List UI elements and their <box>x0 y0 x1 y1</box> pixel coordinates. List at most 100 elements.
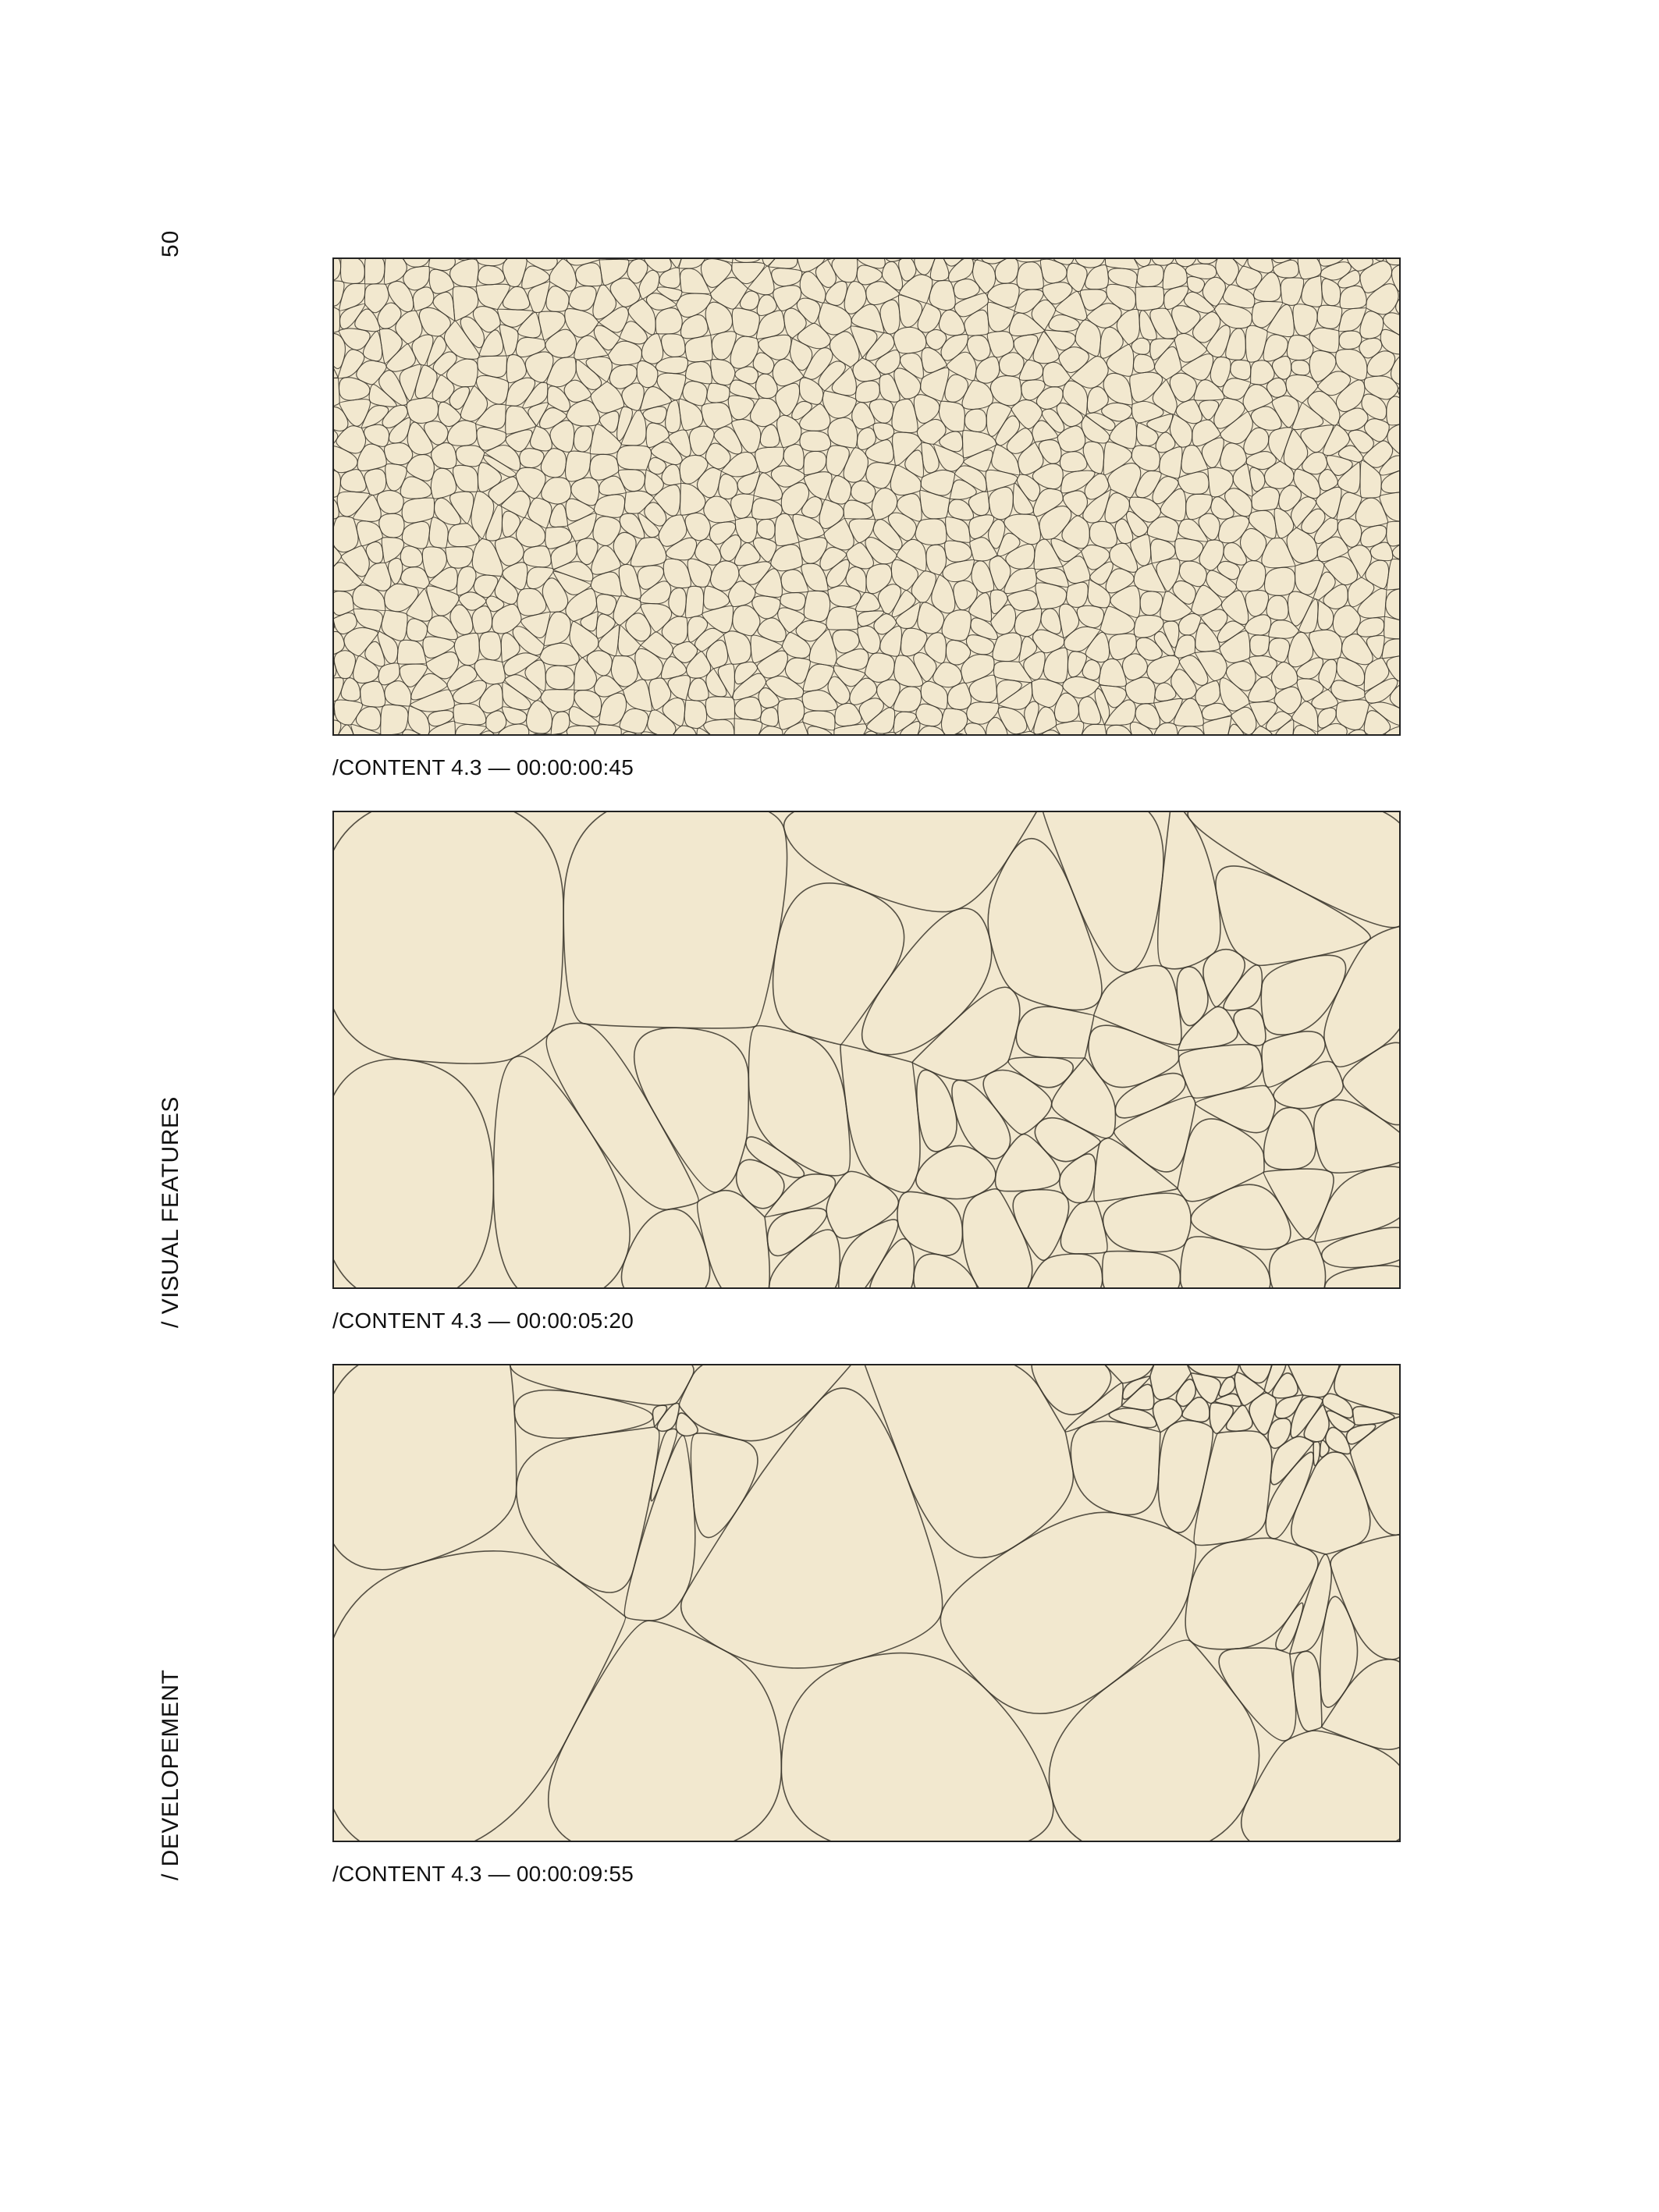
cell-border <box>355 706 382 731</box>
cell-border <box>1185 1537 1319 1650</box>
cell-pattern-medium <box>334 812 1399 1287</box>
cell-border <box>964 723 986 734</box>
cell-border <box>861 907 993 1056</box>
cell-border <box>1146 655 1180 684</box>
cell-border <box>1382 312 1399 336</box>
cell-border <box>492 603 522 634</box>
cell-border <box>696 1189 771 1287</box>
cell-border <box>755 446 784 474</box>
cell-border <box>513 1389 654 1439</box>
cell-border <box>1218 1647 1297 1742</box>
cell-border <box>623 1434 696 1621</box>
cell-border <box>1326 1410 1355 1433</box>
cell-border <box>350 723 382 734</box>
cell-borders <box>334 259 1399 734</box>
figure-image-2 <box>332 811 1401 1289</box>
cell-border <box>334 429 339 444</box>
cell-border <box>334 719 342 734</box>
cell-border <box>1251 726 1273 734</box>
cell-border <box>365 541 384 564</box>
cell-border <box>563 812 788 1029</box>
cell-border <box>1381 638 1399 659</box>
cell-border <box>739 290 760 311</box>
cell-border <box>734 259 761 263</box>
cell-border <box>1335 699 1370 731</box>
cell-border <box>1348 729 1366 734</box>
cell-border <box>966 701 1000 725</box>
cell-border <box>1055 720 1085 734</box>
cell-border <box>334 706 336 717</box>
cell-pattern-sparse <box>334 1365 1399 1841</box>
cell-border <box>1064 1382 1124 1433</box>
cell-border <box>1275 719 1295 734</box>
cell-border <box>1153 722 1178 734</box>
cell-border <box>471 538 503 577</box>
cell-border <box>917 725 945 734</box>
cell-border <box>479 730 495 734</box>
cell-border <box>1389 684 1399 708</box>
cell-border <box>474 659 506 685</box>
cell-border <box>939 431 964 453</box>
cell-border <box>898 274 933 304</box>
cell-border <box>783 721 808 734</box>
cell-border <box>871 488 898 520</box>
page-number: 50 <box>158 229 183 257</box>
cell-border <box>1187 812 1399 928</box>
cell-border <box>1379 455 1399 476</box>
cell-border <box>637 565 665 590</box>
cell-border <box>1385 588 1399 620</box>
cell-border <box>1048 314 1080 332</box>
cell-border <box>1157 1419 1214 1533</box>
cell-border <box>1240 1730 1399 1841</box>
cell-border <box>982 1069 1053 1135</box>
cell-border <box>338 724 354 734</box>
cell-border <box>334 622 336 630</box>
cell-border <box>1292 725 1316 734</box>
cell-border <box>1106 724 1132 734</box>
cell-border <box>623 490 655 514</box>
cell-border <box>1149 1365 1192 1401</box>
cell-border <box>1129 721 1153 734</box>
cell-border <box>566 725 595 734</box>
cell-border <box>1374 259 1385 262</box>
cell-border <box>616 445 652 470</box>
cell-border <box>758 726 783 734</box>
cell-border <box>954 733 964 734</box>
cell-border <box>599 410 620 433</box>
cell-border <box>1274 1394 1304 1419</box>
cell-border <box>1217 560 1241 581</box>
cell-border <box>807 726 833 734</box>
cell-border <box>515 1426 660 1593</box>
cell-border <box>1391 545 1399 560</box>
cell-border <box>1232 259 1249 267</box>
cell-border <box>938 400 965 432</box>
cell-border <box>595 724 622 734</box>
cell-border <box>453 632 480 666</box>
cell-border <box>826 605 859 630</box>
cell-border <box>1317 707 1337 729</box>
cell-border <box>832 629 860 654</box>
cell-border <box>1359 460 1382 499</box>
cell-pattern-dense <box>334 259 1399 734</box>
cell-border <box>1133 615 1164 638</box>
cell-border <box>1260 954 1347 1035</box>
cell-border <box>334 699 364 726</box>
cell-border <box>1203 715 1232 734</box>
cell-border <box>1041 730 1060 734</box>
cell-border <box>1070 1420 1161 1516</box>
cell-border <box>620 1208 711 1287</box>
cell-border <box>1314 1166 1399 1243</box>
cell-border <box>1313 1440 1321 1467</box>
cell-border <box>1178 1043 1263 1099</box>
figure-image-3 <box>332 1364 1401 1842</box>
cell-border <box>1384 726 1399 734</box>
cell-border <box>1345 1423 1377 1445</box>
cell-border <box>768 1229 841 1287</box>
section-label-visual-features: / VISUAL FEATURES <box>158 1096 183 1328</box>
figure-caption-1: /CONTENT 4.3 — 00:00:00:45 <box>332 755 634 779</box>
cell-border <box>1271 1372 1299 1399</box>
cell-border <box>1207 467 1234 498</box>
cell-border <box>1268 1238 1327 1287</box>
cell-border <box>1007 1056 1075 1088</box>
cell-border <box>580 611 599 632</box>
